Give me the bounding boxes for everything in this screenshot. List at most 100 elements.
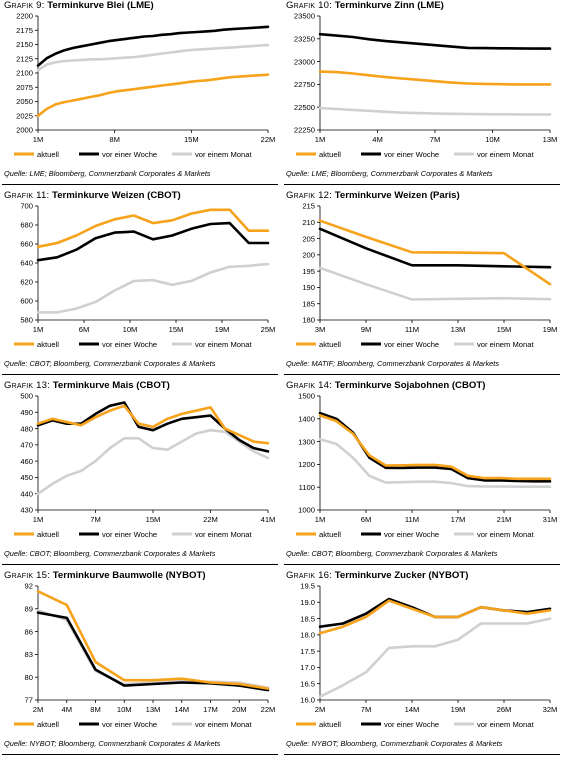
legend-label: aktuell <box>319 530 341 539</box>
legend-item: vor einem Monat <box>454 340 534 349</box>
series-line <box>318 599 552 635</box>
x-tick-label: 10M <box>117 705 132 714</box>
divider <box>284 754 560 755</box>
y-tick-label: 480 <box>20 424 33 433</box>
legend-label: aktuell <box>37 150 59 159</box>
chart-title: Grafik 10: Terminkurve Zinn (LME) <box>286 0 444 11</box>
y-tick-label: 2125 <box>16 54 33 63</box>
x-tick-label: 15M <box>146 515 161 524</box>
y-tick-label: 16.0 <box>300 696 315 705</box>
chart-panel: Grafik 9: Terminkurve Blei (LME) 2000 2025… <box>2 0 278 190</box>
legend-label: aktuell <box>37 720 59 729</box>
x-tick-label: 31M <box>543 515 558 524</box>
x-tick-label: 11M <box>405 515 419 524</box>
y-tick-label: 77 <box>25 696 33 705</box>
x-tick-label: 14M <box>174 705 189 714</box>
chart-panel: Grafik 14: Terminkurve Sojabohnen (CBOT)… <box>284 380 560 570</box>
x-tick-label: 32M <box>543 705 558 714</box>
chart-source: Quelle: CBOT; Bloomberg, Commerzbank Cor… <box>4 549 216 558</box>
x-tick-label: 13M <box>543 135 558 144</box>
y-tick-label: 1300 <box>298 437 315 446</box>
legend-label: vor einer Woche <box>384 530 439 539</box>
series-line <box>36 43 270 72</box>
y-tick-label: 1200 <box>298 460 315 469</box>
line-chart: 580 600 620 640 660 680 700 1M 6M 10M 15M 19M 25M akt… <box>14 202 276 349</box>
series-line <box>318 414 552 481</box>
chart-source: Quelle: CBOT; Bloomberg, Commerzbank Cor… <box>4 359 216 368</box>
x-tick-label: 2M <box>315 705 326 714</box>
x-tick-label: 17M <box>451 515 466 524</box>
divider <box>2 754 278 755</box>
x-tick-label: 1M <box>33 135 44 144</box>
x-tick-label: 13M <box>146 705 161 714</box>
chart-title-prefix: Grafik 10: <box>286 0 333 11</box>
x-tick-label: 25M <box>261 325 276 334</box>
chart-title-main: Terminkurve Zinn (LME) <box>332 0 444 11</box>
chart-title: Grafik 15: Terminkurve Baumwolle (NYBOT) <box>4 570 206 581</box>
legend-item: vor einer Woche <box>361 720 439 729</box>
legend-label: vor einer Woche <box>384 720 439 729</box>
legend-label: vor einem Monat <box>195 530 252 539</box>
chart-title-prefix: Grafik 13: <box>4 380 51 391</box>
y-tick-label: 195 <box>302 267 315 276</box>
legend-item: aktuell <box>296 340 341 349</box>
chart-title: Grafik 14: Terminkurve Sojabohnen (CBOT) <box>286 380 485 391</box>
legend-label: aktuell <box>37 530 59 539</box>
x-tick-label: 6M <box>361 515 372 524</box>
legend-item: vor einer Woche <box>79 530 157 539</box>
series-line <box>36 221 270 262</box>
y-tick-label: 80 <box>25 673 33 682</box>
line-chart: 2000 2025 2050 2075 2100 2125 2150 2175 2200 1M 8M… <box>14 12 276 159</box>
x-tick-label: 7M <box>430 135 441 144</box>
series-line <box>318 411 552 483</box>
series-line <box>318 437 552 488</box>
y-tick-label: 2200 <box>16 12 33 21</box>
series-line <box>36 404 270 445</box>
line-chart: 430 440 450 460 470 480 490 500 1M 7M 15M 22M 41M akt… <box>14 392 275 539</box>
legend-item: vor einer Woche <box>361 340 439 349</box>
x-tick-label: 4M <box>61 705 72 714</box>
y-tick-label: 210 <box>302 218 315 227</box>
y-tick-label: 440 <box>20 489 33 498</box>
chart-source: Quelle: CBOT; Bloomberg, Commerzbank Cor… <box>286 549 498 558</box>
legend-label: vor einer Woche <box>384 340 439 349</box>
x-tick-label: 22M <box>203 515 218 524</box>
x-tick-label: 7M <box>90 515 101 524</box>
series-line <box>318 32 552 50</box>
series-line <box>318 227 552 269</box>
x-tick-label: 6M <box>79 325 90 334</box>
legend-item: aktuell <box>14 340 59 349</box>
chart-title-prefix: Grafik 12: <box>286 190 333 201</box>
x-tick-label: 22M <box>261 135 276 144</box>
series-line <box>36 262 270 314</box>
legend-label: aktuell <box>319 720 341 729</box>
chart-panel: Grafik 11: Terminkurve Weizen (CBOT) 580 6… <box>2 190 278 380</box>
y-tick-label: 83 <box>25 650 33 659</box>
chart-title-main: Terminkurve Baumwolle (NYBOT) <box>50 570 206 581</box>
y-tick-label: 470 <box>20 441 33 450</box>
legend-label: aktuell <box>319 340 341 349</box>
x-tick-label: 15M <box>184 135 199 144</box>
y-tick-label: 19.5 <box>300 582 315 591</box>
y-tick-label: 23000 <box>294 57 315 66</box>
chart-source: Quelle: LME; Bloomberg, Commerzbank Corp… <box>4 169 211 178</box>
y-tick-label: 500 <box>20 392 33 401</box>
y-tick-label: 2075 <box>16 83 33 92</box>
legend-item: vor einem Monat <box>172 720 252 729</box>
chart-title-prefix: Grafik 15: <box>4 570 51 581</box>
legend-label: vor einem Monat <box>477 340 534 349</box>
y-tick-label: 86 <box>25 627 33 636</box>
x-tick-label: 19M <box>543 325 558 334</box>
y-tick-label: 22250 <box>294 126 315 135</box>
chart-panel: Grafik 12: Terminkurve Weizen (Paris) 180… <box>284 190 560 380</box>
line-chart: 22250 22500 22750 23000 23250 23500 1M 4M 7M 10M 1… <box>294 12 558 159</box>
chart-source: Quelle: MATIF; Bloomberg, Commerzbank Co… <box>286 359 500 368</box>
y-tick-label: 2100 <box>16 69 33 78</box>
series-line <box>36 208 270 249</box>
legend-label: aktuell <box>37 340 59 349</box>
legend-label: vor einer Woche <box>102 150 157 159</box>
divider <box>2 184 278 185</box>
y-tick-label: 2150 <box>16 40 33 49</box>
y-tick-label: 23500 <box>294 12 315 21</box>
legend-label: vor einem Monat <box>477 530 534 539</box>
